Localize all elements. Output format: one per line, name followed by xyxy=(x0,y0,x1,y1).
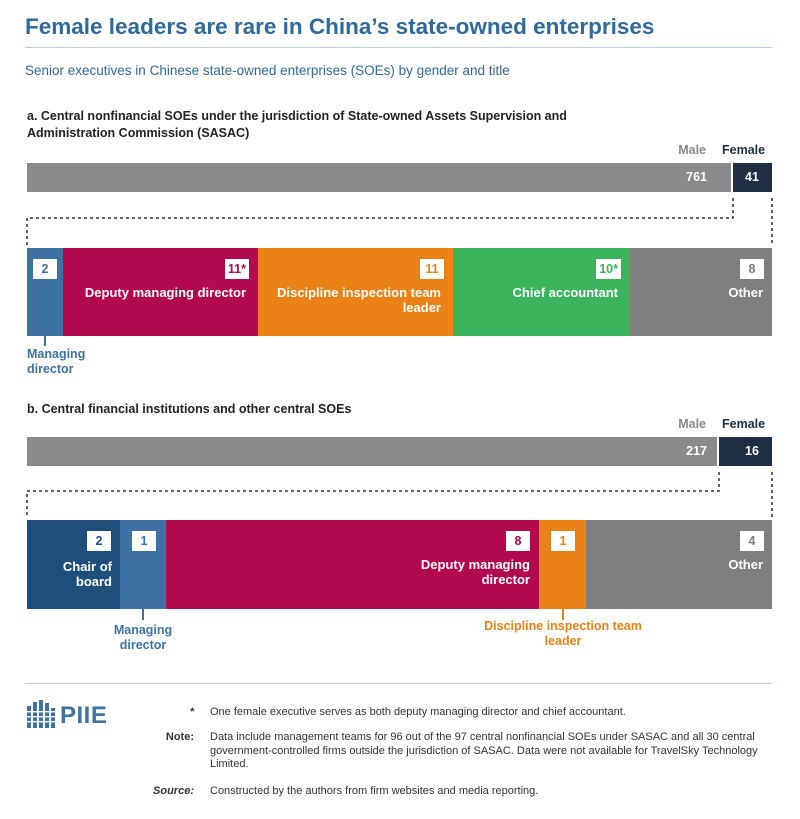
panel-a-female-label: Female xyxy=(722,143,766,157)
panel-a-deputy-value: 11* xyxy=(224,259,249,279)
chart-subtitle: Senior executives in Chinese state-owned… xyxy=(25,63,510,78)
panel-b-seg-other: 4 Other xyxy=(586,520,772,609)
panel-b-deputy-label: Deputy managing director xyxy=(420,557,530,587)
panel-b-discipline-value: 1 xyxy=(551,531,575,551)
panel-b-seg-discipline: 1 xyxy=(539,520,586,609)
panel-a-female-value: 41 xyxy=(745,170,759,184)
footnote-asterisk-text: One female executive serves as both depu… xyxy=(210,706,626,718)
panel-a-other-value: 8 xyxy=(740,259,764,279)
panel-a-male-bar: 761 xyxy=(27,163,731,192)
panel-a-title: a. Central nonfinancial SOEs under the j… xyxy=(27,109,567,140)
panel-a-discipline-value: 11 xyxy=(420,259,444,279)
panel-b-title: b. Central financial institutions and ot… xyxy=(27,402,352,416)
panel-a-seg-managing-director: 2 xyxy=(27,248,63,336)
panel-a-male-label: Male xyxy=(678,143,706,157)
panel-a-seg-deputy-md: 11* Deputy managing director xyxy=(63,248,258,336)
panel-a-discipline-label: Discipline inspection team leader xyxy=(277,285,441,315)
panel-a-breakdown: 2 11* Deputy managing director 11 Discip… xyxy=(27,248,772,336)
piie-logo: PIIE xyxy=(27,700,117,732)
panel-a-connector-left xyxy=(26,198,734,246)
panel-b-male-value: 217 xyxy=(686,444,707,458)
panel-a-accountant-label: Chief accountant xyxy=(512,285,618,300)
note-text: Data include management teams for 96 out… xyxy=(210,731,758,770)
panel-b-discipline-label: Discipline inspection team leader xyxy=(484,619,642,648)
chart-title: Female leaders are rare in China’s state… xyxy=(25,14,655,39)
panel-a-female-bar: 41 xyxy=(733,163,772,192)
panel-a-seg-other: 8 Other xyxy=(630,248,772,336)
panel-b-other-label: Other xyxy=(728,557,763,572)
piie-logo-mark-icon xyxy=(27,700,55,728)
panel-b-male-bar: 217 xyxy=(27,437,717,466)
source-label: Source: xyxy=(153,785,194,797)
panel-b-seg-chair: 2 Chair of board xyxy=(27,520,120,609)
panel-b-md-value: 1 xyxy=(132,531,156,551)
panel-b-other-value: 4 xyxy=(740,531,764,551)
panel-a-md-label: Managing director xyxy=(27,347,86,376)
panel-b-female-value: 16 xyxy=(745,444,759,458)
title-rule xyxy=(25,47,772,48)
panel-b-chair-value: 2 xyxy=(87,531,111,551)
footer-rule xyxy=(25,683,772,684)
panel-a-male-value: 761 xyxy=(686,170,707,184)
source-text: Constructed by the authors from firm web… xyxy=(210,785,539,797)
panel-b-deputy-value: 8 xyxy=(506,531,530,551)
footnote-asterisk-label: * xyxy=(189,706,194,718)
panel-a-seg-discipline: 11 Discipline inspection team leader xyxy=(258,248,453,336)
panel-b-seg-deputy-md: 8 Deputy managing director xyxy=(166,520,539,609)
panel-b-female-bar: 16 xyxy=(719,437,772,466)
panel-b-md-label: Managing director xyxy=(113,623,173,652)
piie-logo-text: PIIE xyxy=(60,702,108,729)
panel-a-deputy-label: Deputy managing director xyxy=(84,285,246,300)
panel-b-seg-managing-director: 1 xyxy=(120,520,166,609)
panel-b-breakdown: 2 Chair of board 1 8 Deputy managing dir… xyxy=(27,520,772,609)
panel-a-md-value: 2 xyxy=(33,259,57,279)
panel-a-accountant-value: 10* xyxy=(596,259,621,279)
panel-b-female-label: Female xyxy=(722,417,766,431)
panel-a-other-label: Other xyxy=(728,285,763,300)
panel-a-seg-chief-accountant: 10* Chief accountant xyxy=(453,248,630,336)
panel-b-male-label: Male xyxy=(678,417,706,431)
note-label: Note: xyxy=(165,731,194,743)
panel-b-connector-left xyxy=(26,472,720,518)
panel-b-chair-label: Chair of board xyxy=(62,559,112,589)
